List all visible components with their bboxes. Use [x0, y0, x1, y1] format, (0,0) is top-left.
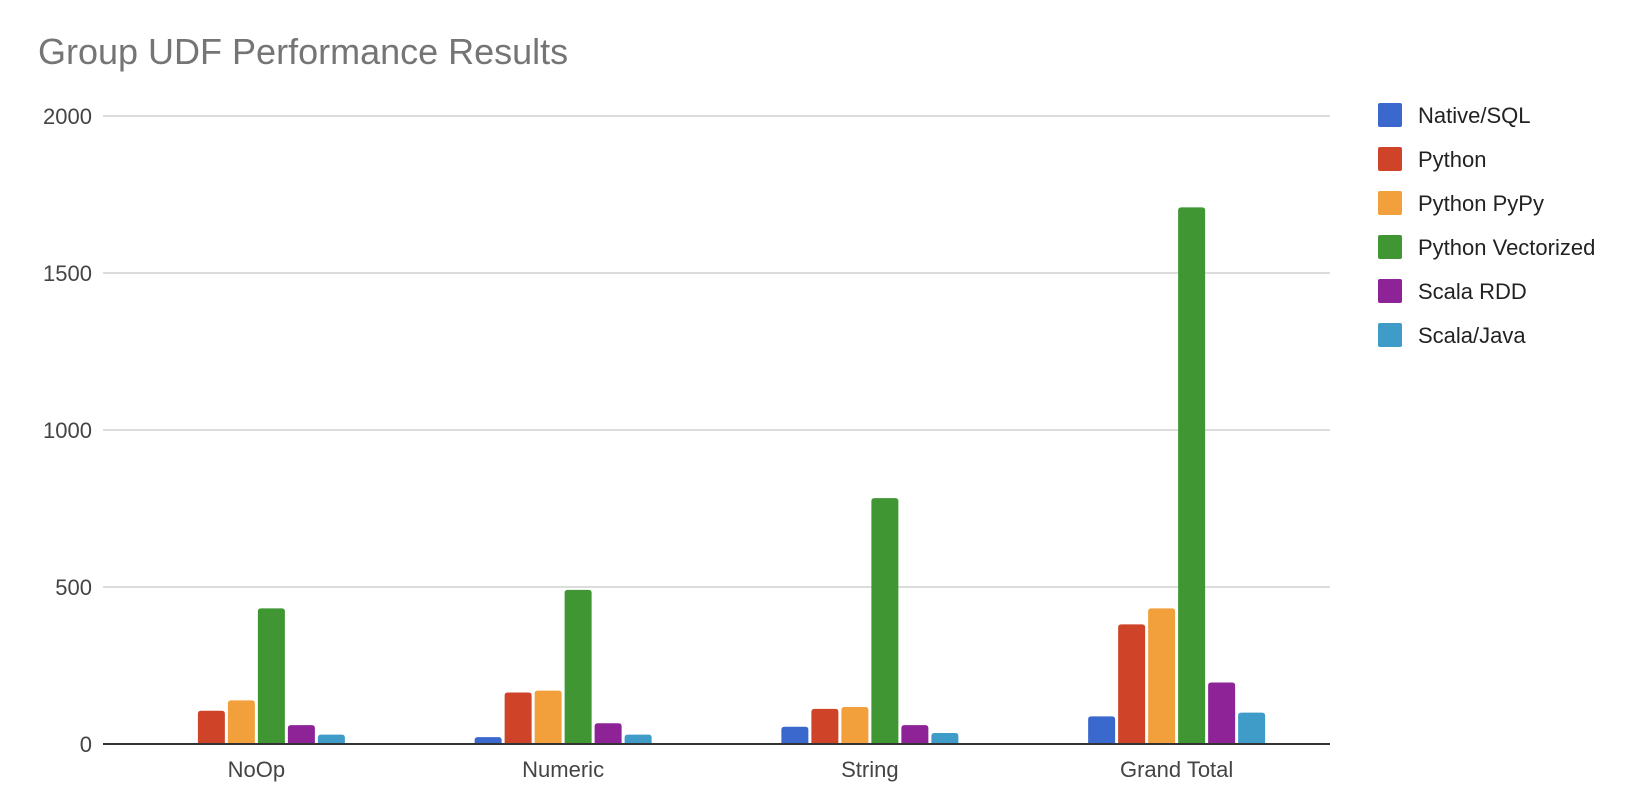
- x-tick-label: String: [841, 757, 898, 782]
- bar-scala-java-noop: [317, 734, 345, 744]
- bar-native-sql-numeric: [474, 737, 502, 744]
- legend-swatch-native-sql: [1378, 103, 1402, 127]
- chart-title: Group UDF Performance Results: [38, 31, 568, 72]
- legend-swatch-scala-java: [1378, 323, 1402, 347]
- bar-scala-rdd-noop: [287, 725, 315, 744]
- legend-label-scala-java: Scala/Java: [1418, 323, 1526, 348]
- legend-label-python-pypy: Python PyPy: [1418, 191, 1544, 216]
- x-tick-label: Numeric: [522, 757, 604, 782]
- bar-python-pypy-grand-total: [1148, 608, 1176, 744]
- bar-python-pypy-numeric: [534, 690, 562, 744]
- legend-label-python-vectorized: Python Vectorized: [1418, 235, 1595, 260]
- legend-label-scala-rdd: Scala RDD: [1418, 279, 1527, 304]
- bar-python-vectorized-grand-total: [1178, 207, 1206, 744]
- y-axis-ticks: 0 500 1000 1500 2000: [43, 104, 92, 757]
- y-tick-label: 1500: [43, 261, 92, 286]
- bar-python-vectorized-noop: [257, 608, 285, 744]
- legend-swatch-python-vectorized: [1378, 235, 1402, 259]
- bar-native-sql-string: [781, 726, 809, 744]
- x-tick-label: NoOp: [228, 757, 285, 782]
- legend-swatch-python: [1378, 147, 1402, 171]
- bar-python-string: [811, 708, 839, 744]
- legend: Native/SQL Python Python PyPy Python Vector…: [1378, 103, 1595, 348]
- y-tick-label: 500: [55, 575, 92, 600]
- y-tick-label: 0: [80, 732, 92, 757]
- bar-scala-java-string: [931, 733, 959, 744]
- bars: [197, 207, 1266, 744]
- bar-python-vectorized-string: [871, 498, 899, 744]
- legend-swatch-scala-rdd: [1378, 279, 1402, 303]
- bar-python-numeric: [504, 692, 532, 744]
- bar-python-pypy-noop: [227, 700, 255, 744]
- bar-scala-rdd-string: [901, 725, 929, 744]
- bar-python-pypy-string: [841, 706, 869, 744]
- x-axis-ticks: NoOp Numeric String Grand Total: [228, 757, 1234, 782]
- legend-swatch-python-pypy: [1378, 191, 1402, 215]
- bar-python-vectorized-numeric: [564, 589, 592, 744]
- bar-native-sql-grand-total: [1088, 716, 1116, 744]
- bar-python-grand-total: [1118, 624, 1146, 744]
- y-tick-label: 1000: [43, 418, 92, 443]
- gridlines: [103, 115, 1330, 588]
- bar-scala-rdd-grand-total: [1208, 682, 1236, 744]
- legend-label-python: Python: [1418, 147, 1487, 172]
- y-tick-label: 2000: [43, 104, 92, 129]
- legend-label-native-sql: Native/SQL: [1418, 103, 1531, 128]
- x-tick-label: Grand Total: [1120, 757, 1233, 782]
- bar-scala-rdd-numeric: [594, 723, 622, 744]
- bar-scala-java-grand-total: [1238, 712, 1266, 744]
- bar-python-noop: [197, 710, 225, 744]
- bar-scala-java-numeric: [624, 734, 652, 744]
